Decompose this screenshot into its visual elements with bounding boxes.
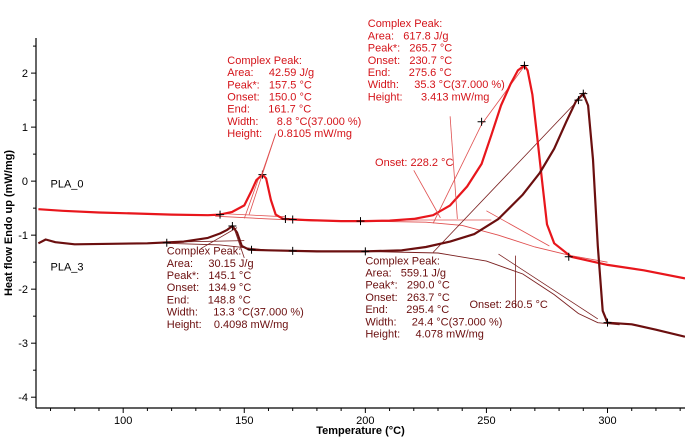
x-axis-title: Temperature (°C) [316, 425, 405, 437]
series-label-pla-3: PLA_3 [51, 261, 84, 273]
baseline-pla-3-1 [166, 242, 620, 326]
tangent-line-pla-0-5 [486, 210, 550, 247]
cross-marker-pla-3-15 [603, 318, 612, 327]
annotation-line: Height: 4.078 mW/mg [365, 329, 484, 341]
annotation-line: Height: 0.8105 mW/mg [227, 128, 352, 140]
cross-marker-pla-3-12 [361, 247, 370, 256]
annotation-line: Onset: 150.0 °C [227, 92, 312, 104]
annotation-line: Onset: 260.5 °C [469, 299, 547, 311]
annotation-line: Peak*: 145.1 °C [167, 270, 252, 282]
annotation-line: End: 275.6 °C [368, 67, 452, 79]
annotation-line: Width: 13.3 °C(37.000 %) [167, 307, 304, 319]
cross-marker-pla-0-2 [281, 214, 290, 223]
y-tick-label: -2 [18, 284, 28, 296]
cross-marker-pla-0-3 [288, 215, 297, 224]
cross-marker-pla-0-4 [356, 217, 365, 226]
y-tick-label: 0 [22, 176, 28, 188]
series-label-pla-0: PLA_0 [51, 179, 84, 191]
tangent-line-pla-0-3 [481, 64, 526, 125]
tangent-line-pla-0-2 [432, 124, 482, 224]
y-tick-label: 2 [22, 68, 28, 80]
cross-marker-pla-3-13 [574, 96, 583, 105]
series-line-pla-3 [37, 92, 685, 338]
x-tick-label: 100 [114, 415, 132, 427]
cross-marker-pla-0-5 [477, 117, 486, 126]
tangent-line-pla-3-6 [200, 227, 238, 250]
cross-marker-pla-3-8 [162, 238, 171, 247]
peak-annotation-pla-0-2: Onset: 228.2 °C [375, 157, 453, 169]
y-tick-label: -3 [18, 338, 28, 350]
annotation-line: Area: 42.59 J/g [227, 67, 314, 79]
annotation-line: Width: 24.4 °C(37.000 %) [365, 316, 502, 328]
y-tick-label: 1 [22, 122, 28, 134]
annotation-line: Peak*: 157.5 °C [227, 79, 312, 91]
annotation-line: Width: 35.3 °C(37.000 %) [368, 79, 505, 91]
x-tick-label: 150 [235, 415, 253, 427]
annotation-line: Onset: 263.7 °C [365, 292, 450, 304]
annotation-line: End: 148.8 °C [167, 294, 251, 306]
cross-marker-pla-0-6 [520, 61, 529, 70]
annotation-leader-pla-0-2 [449, 116, 458, 219]
annotation-line: Area: 30.15 J/g [167, 258, 254, 270]
x-tick-label: 300 [598, 415, 616, 427]
annotation-line: Width: 8.8 °C(37.000 %) [227, 116, 361, 128]
annotation-line: Complex Peak: [368, 18, 443, 30]
annotation-line: End: 161.7 °C [227, 104, 311, 116]
cross-marker-pla-3-14 [579, 89, 588, 98]
y-axis-title: Heat flow Endo up (mW/mg) [3, 150, 15, 296]
cross-marker-pla-3-10 [247, 245, 256, 254]
y-ticks: -4 -3 -2 -1 0 1 2 [18, 45, 36, 404]
cross-marker-pla-3-11 [288, 246, 297, 255]
annotation-line: Onset: 228.2 °C [375, 157, 453, 169]
axes: 100 150 200 250 300 -4 -3 -2 -1 0 1 2 Temperature … [3, 38, 685, 437]
peak-annotation-pla-3-5: Onset: 260.5 °C [469, 299, 547, 311]
annotation-line: Area: 559.1 J/g [365, 268, 446, 280]
annotation-line: Peak*: 290.0 °C [365, 280, 450, 292]
annotation-leader-pla-3-4 [234, 229, 245, 258]
annotation-line: Complex Peak: [167, 246, 242, 258]
annotation-line: Area: 617.8 J/g [368, 30, 449, 42]
tangent-line-pla-0-1 [243, 177, 260, 219]
x-ticks: 100 150 200 250 300 [50, 408, 681, 427]
tangent-line-pla-3-8 [432, 91, 586, 253]
annotation-line: Onset: 230.7 °C [368, 55, 453, 67]
annotation-line: Complex Peak: [227, 55, 302, 67]
cross-marker-pla-0-7 [564, 252, 573, 261]
annotation-line: Peak*: 265.7 °C [368, 43, 453, 55]
tangent-line-pla-3-9 [498, 253, 599, 320]
series-layer [37, 64, 685, 338]
annotation-leader-pla-0-1 [248, 133, 277, 215]
annotation-leader-pla-0-3 [413, 170, 441, 219]
annotation-line: Onset: 134.9 °C [167, 282, 252, 294]
cross-marker-pla-3-9 [228, 221, 237, 230]
y-tick-label: -1 [18, 230, 28, 242]
annotation-line: Height: 0.4098 mW/mg [167, 319, 289, 331]
tangent-line-pla-0-0 [219, 213, 286, 218]
x-tick-label: 200 [356, 415, 374, 427]
series-labels: PLA_0 PLA_3 [51, 179, 84, 274]
annotation-line: Complex Peak: [365, 255, 440, 267]
x-tick-label: 250 [477, 415, 495, 427]
series-line-pla-0 [38, 64, 685, 280]
y-tick-label: -4 [18, 392, 28, 404]
annotation-line: End: 295.4 °C [365, 304, 449, 316]
annotation-line: Height: 3.413 mW/mg [368, 91, 490, 103]
cross-marker-pla-0-0 [216, 210, 225, 219]
